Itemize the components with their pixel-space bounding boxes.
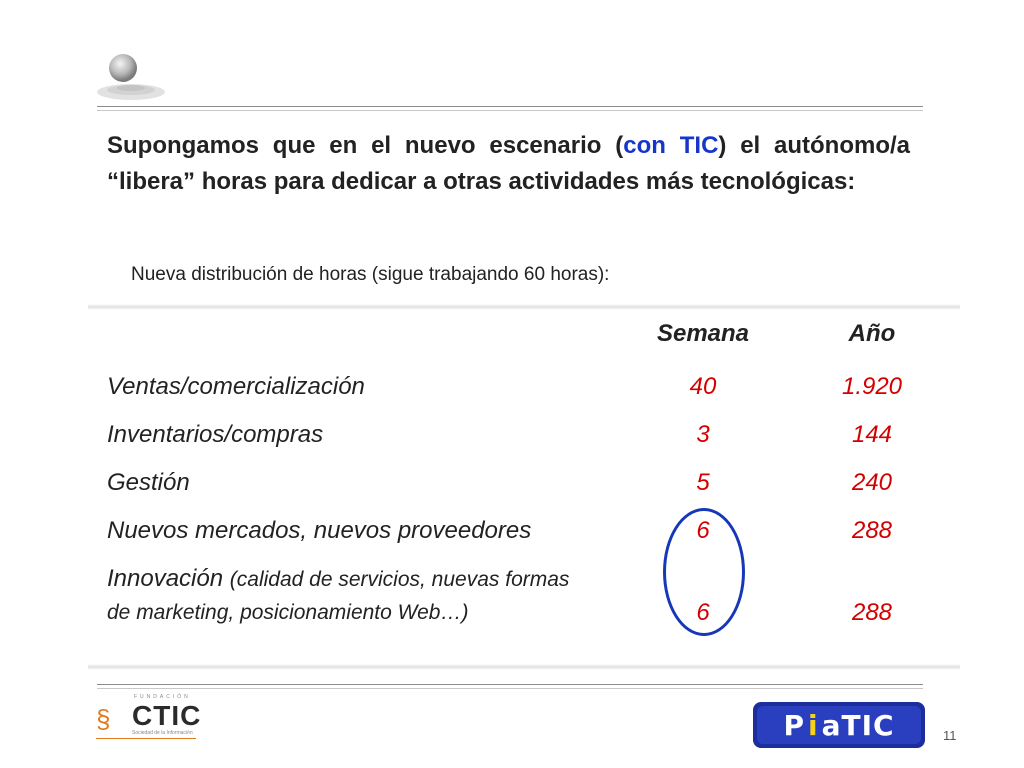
row-year-value: 288 bbox=[851, 517, 893, 544]
intro-text-start: Supongamos que en el nuevo escenario ( bbox=[107, 132, 624, 159]
row-label-main: Innovación bbox=[107, 565, 224, 592]
row-year-value: 288 bbox=[851, 599, 893, 626]
globe-logo-icon bbox=[95, 48, 167, 104]
row-year-value: 240 bbox=[851, 469, 893, 496]
intro-paragraph: Supongamos que en el nuevo escenario (co… bbox=[107, 128, 910, 200]
row-label-detail: (calidad de servicios, nuevas formas de … bbox=[107, 568, 570, 624]
header-ano: Año bbox=[848, 320, 896, 347]
highlight-ellipse bbox=[663, 508, 745, 636]
ctic-brand-text: CTIC bbox=[132, 700, 202, 731]
row-label: Inventarios/compras bbox=[107, 421, 324, 448]
table-row: Inventarios/compras 3 144 bbox=[107, 419, 927, 467]
row-week-value: 40 bbox=[689, 373, 717, 400]
ctic-logo: § FUNDACIÓN CTIC Sociedad de la Informac… bbox=[96, 694, 202, 739]
table-header-row: Semana Año bbox=[107, 318, 927, 358]
ctic-mark-icon: § bbox=[96, 704, 111, 734]
row-year-value: 144 bbox=[851, 421, 893, 448]
row-label-innovacion: Innovación (calidad de servicios, nuevas… bbox=[107, 563, 587, 629]
piatic-letter-p: P bbox=[783, 708, 805, 742]
row-week-value: 5 bbox=[696, 469, 710, 496]
table-bottom-band bbox=[88, 664, 960, 670]
header-semana: Semana bbox=[656, 320, 750, 347]
intro-text-end: ) el autónomo/a “libera” horas para dedi… bbox=[107, 132, 911, 195]
row-year-value: 1.920 bbox=[841, 373, 903, 400]
hours-table: Semana Año bbox=[107, 318, 927, 358]
intro-highlight-con: con bbox=[623, 132, 666, 159]
intro-highlight-tic: TIC bbox=[679, 132, 719, 159]
footer-divider bbox=[97, 684, 923, 692]
ctic-foundation-text: FUNDACIÓN bbox=[134, 694, 191, 700]
page-number: 11 bbox=[943, 728, 957, 743]
row-week-value: 3 bbox=[696, 421, 710, 448]
table-subtitle: Nueva distribución de horas (sigue traba… bbox=[131, 264, 610, 285]
row-label: Gestión bbox=[107, 469, 190, 496]
piatic-letters-rest: aTIC bbox=[821, 708, 895, 742]
row-label: Nuevos mercados, nuevos proveedores bbox=[107, 517, 532, 544]
piatic-letter-i: i bbox=[807, 708, 819, 742]
table-row: Gestión 5 240 bbox=[107, 467, 927, 515]
table-row: Ventas/comercialización 40 1.920 bbox=[107, 371, 927, 419]
row-label: Ventas/comercialización bbox=[107, 373, 365, 400]
table-row: Nuevos mercados, nuevos proveedores 6 28… bbox=[107, 515, 927, 563]
table-top-band bbox=[88, 304, 960, 310]
table-row: Innovación (calidad de servicios, nuevas… bbox=[107, 563, 927, 663]
header-divider bbox=[97, 106, 923, 114]
ctic-tagline: Sociedad de la Información bbox=[132, 730, 193, 736]
